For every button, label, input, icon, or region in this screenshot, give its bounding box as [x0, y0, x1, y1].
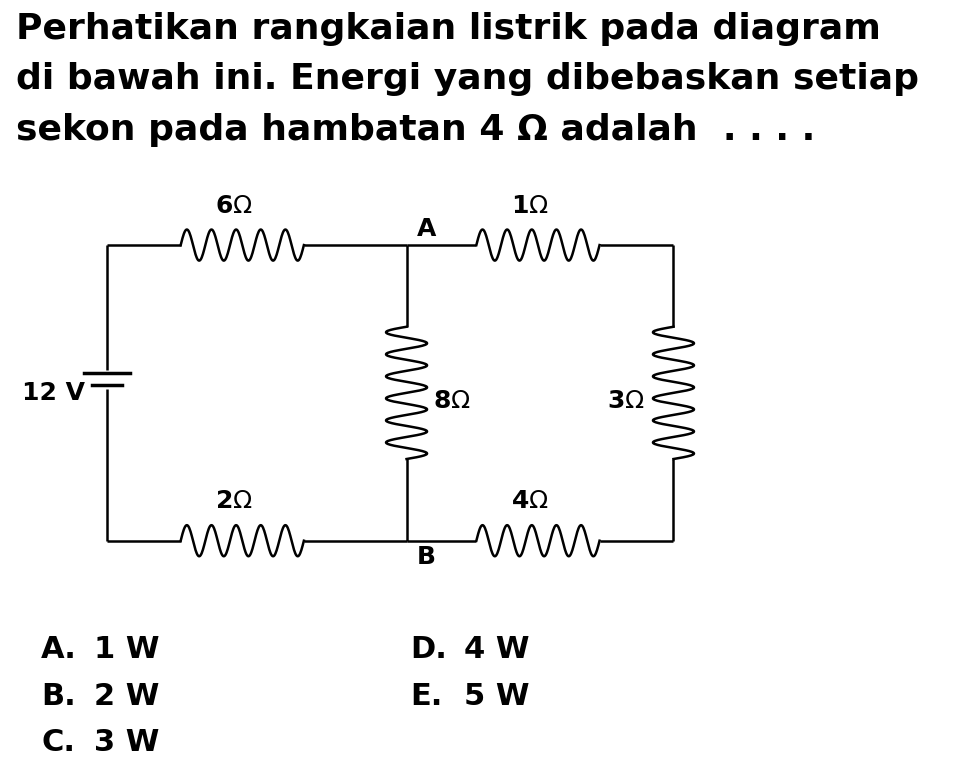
Text: 8$\Omega$: 8$\Omega$ [433, 389, 470, 412]
Text: 3 W: 3 W [94, 728, 160, 758]
Text: Perhatikan rangkaian listrik pada diagram: Perhatikan rangkaian listrik pada diagra… [17, 12, 881, 46]
Text: 5 W: 5 W [465, 682, 529, 711]
Text: A.: A. [41, 635, 77, 664]
Text: 12 V: 12 V [22, 381, 85, 405]
Text: 6$\Omega$: 6$\Omega$ [216, 194, 253, 218]
Text: 1 W: 1 W [94, 635, 160, 664]
Text: 3$\Omega$: 3$\Omega$ [607, 389, 645, 412]
Text: E.: E. [411, 682, 443, 711]
Text: B.: B. [41, 682, 75, 711]
Text: B: B [417, 545, 436, 569]
Text: sekon pada hambatan 4 Ω adalah  . . . .: sekon pada hambatan 4 Ω adalah . . . . [17, 113, 815, 147]
Text: 4 W: 4 W [465, 635, 529, 664]
Text: 1$\Omega$: 1$\Omega$ [511, 194, 549, 218]
Text: C.: C. [41, 728, 75, 758]
Text: A: A [417, 217, 437, 241]
Text: 4$\Omega$: 4$\Omega$ [511, 489, 549, 513]
Text: D.: D. [411, 635, 448, 664]
Text: 2$\Omega$: 2$\Omega$ [216, 489, 253, 513]
Text: di bawah ini. Energi yang dibebaskan setiap: di bawah ini. Energi yang dibebaskan set… [17, 62, 919, 96]
Text: 2 W: 2 W [94, 682, 160, 711]
